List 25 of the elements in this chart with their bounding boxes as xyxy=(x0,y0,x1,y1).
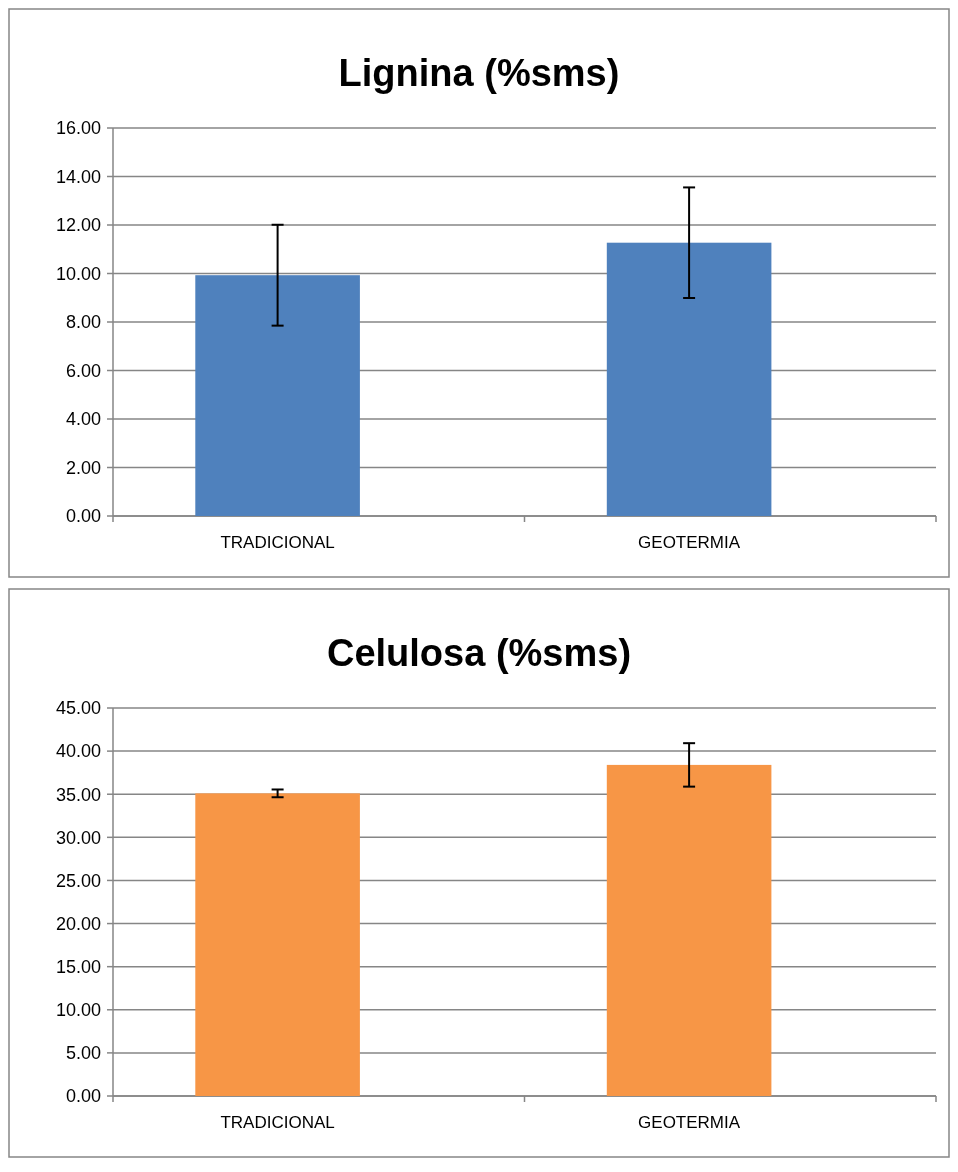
x-tick-label: GEOTERMIA xyxy=(638,533,741,552)
y-tick-label: 10.00 xyxy=(55,1000,101,1021)
y-tick-label: 0.00 xyxy=(65,506,101,527)
y-tick-label: 30.00 xyxy=(55,827,101,848)
y-tick-label: 2.00 xyxy=(65,457,101,478)
y-tick-label: 16.00 xyxy=(55,118,101,139)
chart-title: Lignina (%sms) xyxy=(338,52,620,94)
y-tick-label: 20.00 xyxy=(55,913,101,934)
y-tick-label: 4.00 xyxy=(65,409,101,430)
x-tick-label: GEOTERMIA xyxy=(638,1113,741,1132)
y-tick-label: 15.00 xyxy=(55,956,101,977)
y-tick-label: 5.00 xyxy=(65,1043,101,1064)
y-tick-label: 40.00 xyxy=(55,741,101,762)
x-tick-label: TRADICIONAL xyxy=(220,1113,335,1132)
y-tick-label: 25.00 xyxy=(55,870,101,891)
x-tick-label: TRADICIONAL xyxy=(220,533,335,552)
y-tick-label: 14.00 xyxy=(55,166,101,187)
y-tick-label: 10.00 xyxy=(55,263,101,284)
y-tick-label: 6.00 xyxy=(65,360,101,381)
y-tick-label: 35.00 xyxy=(55,784,101,805)
y-tick-label: 0.00 xyxy=(65,1086,101,1107)
y-tick-label: 45.00 xyxy=(55,698,101,719)
y-tick-label: 8.00 xyxy=(65,312,101,333)
chart-title: Celulosa (%sms) xyxy=(326,632,632,674)
y-tick-label: 12.00 xyxy=(55,215,101,236)
